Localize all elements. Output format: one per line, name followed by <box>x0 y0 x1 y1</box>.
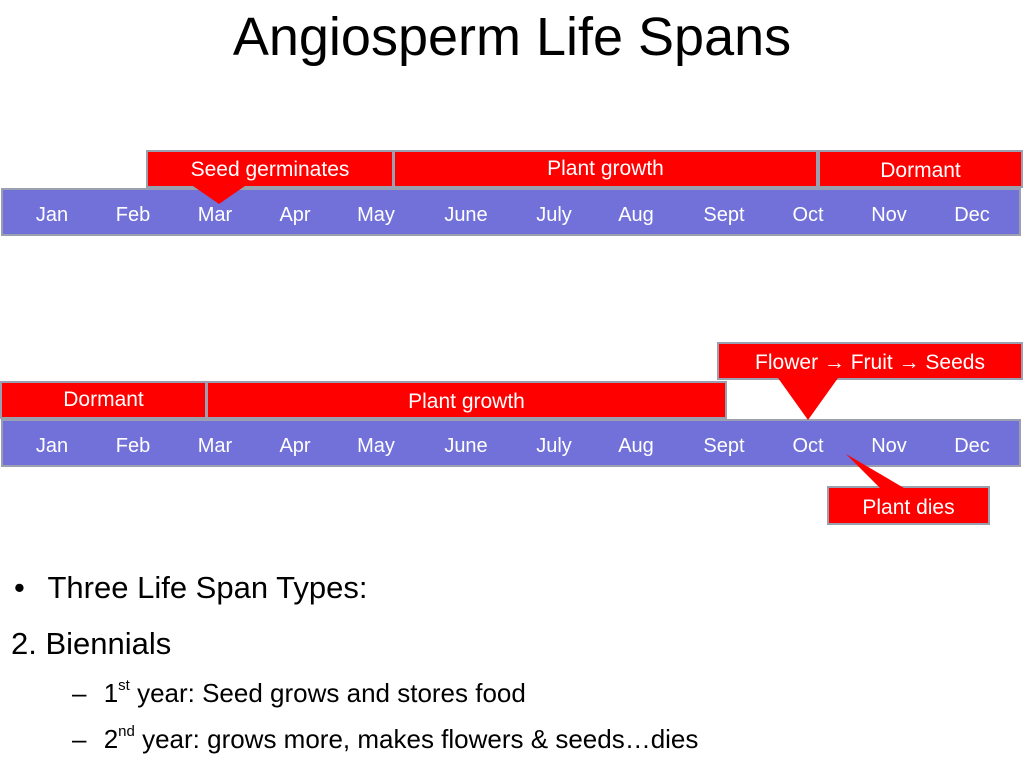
month-label: Jan <box>35 204 69 226</box>
types-text: Three Life Span Types: <box>47 570 368 605</box>
year2-suffix: nd <box>118 723 135 741</box>
month-label: Oct <box>792 435 824 457</box>
seed-germinates-pointer <box>193 186 245 204</box>
dormant-bar-2: Dormant <box>0 381 207 419</box>
month-label: Sept <box>703 435 745 457</box>
month-label: Feb <box>115 435 151 457</box>
dormant-bar-1: Dormant <box>818 150 1023 188</box>
dash-mark: – <box>72 678 87 708</box>
plant-dies-pointer <box>846 454 904 488</box>
month-label: June <box>444 435 488 457</box>
sub-item-year-1: – 1st year: Seed grows and stores food <box>72 677 526 709</box>
sub-item-year-2: – 2nd year: grows more, makes flowers & … <box>72 723 699 755</box>
plant-growth-text-2: Plant growth <box>408 390 525 413</box>
plant-dies-text: Plant dies <box>862 496 955 519</box>
month-label: Dec <box>954 435 990 457</box>
month-label: Jan <box>35 435 69 457</box>
month-label: Nov <box>871 435 907 457</box>
month-label: Mar <box>197 204 233 226</box>
month-label: May <box>357 204 395 226</box>
month-label: Apr <box>279 204 311 226</box>
year2-ordinal: 2 <box>103 724 119 754</box>
month-label: Oct <box>792 204 824 226</box>
flower-fruit-seeds-label: Flower → Fruit → Seeds <box>717 342 1023 380</box>
year2-text: year: grows more, makes flowers & seeds…… <box>134 724 699 754</box>
flower-fruit-seeds-text: Flower → Fruit → Seeds <box>755 351 985 374</box>
page-title: Angiosperm Life Spans <box>232 7 792 67</box>
dash-mark: – <box>72 724 87 754</box>
month-timeline-1: Jan Feb Mar Apr May June July Aug Sept O… <box>1 188 1021 236</box>
flower-fruit-seeds-pointer <box>778 378 838 420</box>
month-label: Mar <box>197 435 233 457</box>
month-label: June <box>444 204 488 226</box>
seed-germinates-label: Seed germinates <box>146 150 394 188</box>
year1-suffix: st <box>118 677 130 695</box>
month-label: Nov <box>871 204 907 226</box>
bullet-item-types: • Three Life Span Types: <box>14 570 367 606</box>
month-label: July <box>536 435 572 457</box>
month-label: Sept <box>703 204 745 226</box>
plant-growth-bar-1: Plant growth <box>393 150 818 188</box>
year1-ordinal: 1 <box>103 678 119 708</box>
plant-growth-text-1: Plant growth <box>547 157 664 180</box>
month-label: Apr <box>279 435 311 457</box>
month-label: Aug <box>618 435 654 457</box>
year1-text: year: Seed grows and stores food <box>129 678 526 708</box>
month-label: Dec <box>954 204 990 226</box>
bullet-mark: • <box>14 570 25 605</box>
month-label: Aug <box>618 204 654 226</box>
plant-growth-bar-2: Plant growth <box>206 381 727 419</box>
month-label: Feb <box>115 204 151 226</box>
seed-germinates-text: Seed germinates <box>190 158 350 181</box>
biennials-heading: 2. Biennials <box>11 626 172 661</box>
month-label: July <box>536 204 572 226</box>
dormant-text-1: Dormant <box>880 159 961 182</box>
plant-dies-label: Plant dies <box>827 486 990 525</box>
month-label: May <box>357 435 395 457</box>
dormant-text-2: Dormant <box>63 388 144 411</box>
